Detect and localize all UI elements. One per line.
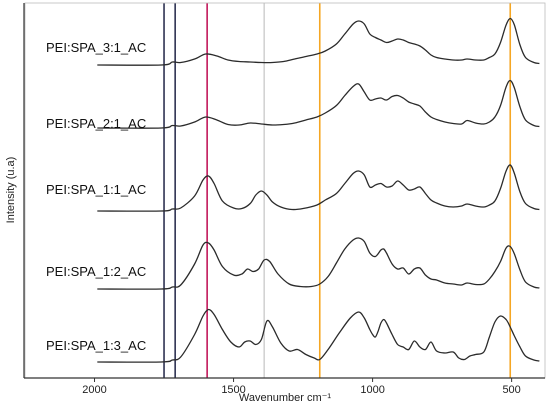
x-axis-ticks: 2000 1500 1000 500 bbox=[82, 378, 521, 396]
y-axis-title: Intensity (u.a) bbox=[5, 157, 17, 224]
x-tick-label-4: 500 bbox=[502, 384, 520, 396]
series-label-1: PEI:SPA_3:1_AC bbox=[46, 40, 146, 55]
x-axis-title: Wavenumber cm⁻¹ bbox=[239, 392, 332, 404]
x-tick-label-2: 1500 bbox=[221, 384, 245, 396]
series-line-2 bbox=[97, 79, 540, 129]
series-label-3: PEI:SPA_1:1_AC bbox=[46, 182, 146, 197]
series-label-4: PEI:SPA_1:2_AC bbox=[46, 264, 146, 279]
series-line-4 bbox=[97, 237, 540, 290]
series-label-2: PEI:SPA_2:1_AC bbox=[46, 116, 146, 131]
reference-lines bbox=[163, 3, 512, 378]
series-line-1 bbox=[97, 17, 540, 66]
series-label-5: PEI:SPA_1:3_AC bbox=[46, 338, 146, 353]
x-tick-label-1: 2000 bbox=[82, 384, 106, 396]
x-tick-label-3: 1000 bbox=[360, 384, 384, 396]
series-line-5 bbox=[97, 308, 540, 363]
spectra-series bbox=[97, 17, 540, 363]
series-line-3 bbox=[97, 164, 540, 212]
series-labels: PEI:SPA_3:1_AC PEI:SPA_2:1_AC PEI:SPA_1:1_… bbox=[46, 40, 146, 353]
